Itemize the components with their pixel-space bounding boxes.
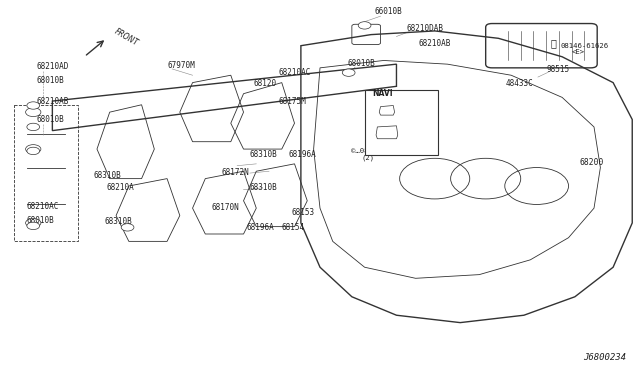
Text: 68170N: 68170N	[212, 203, 239, 212]
Circle shape	[27, 222, 40, 230]
Text: Ⓢ: Ⓢ	[550, 38, 557, 48]
Text: 08146-61626: 08146-61626	[561, 42, 609, 48]
Text: 68210DAB: 68210DAB	[406, 24, 443, 33]
Text: 68154: 68154	[282, 223, 305, 232]
Circle shape	[27, 147, 40, 155]
Text: 68172N: 68172N	[221, 168, 249, 177]
Text: 98515: 98515	[546, 64, 570, 74]
Text: 68010B: 68010B	[36, 76, 64, 85]
Text: 68154: 68154	[384, 134, 407, 143]
Text: 68010B: 68010B	[348, 59, 375, 68]
Text: 68210AC: 68210AC	[278, 68, 311, 77]
Text: 68175M: 68175M	[278, 97, 307, 106]
Text: 68310B: 68310B	[250, 150, 278, 159]
Text: FRONT: FRONT	[113, 27, 140, 48]
Circle shape	[358, 22, 371, 29]
Text: ©…08543-51610: ©…08543-51610	[351, 148, 408, 154]
FancyBboxPatch shape	[365, 90, 438, 155]
Text: 66010B: 66010B	[374, 7, 402, 16]
Text: 48433C: 48433C	[506, 78, 534, 87]
Text: 68200: 68200	[580, 158, 604, 167]
Circle shape	[121, 224, 134, 231]
Text: 67970M: 67970M	[167, 61, 195, 70]
Text: 68210AB: 68210AB	[36, 97, 69, 106]
Text: 68153: 68153	[291, 208, 314, 217]
Text: <E>: <E>	[572, 49, 585, 55]
Text: 68310B: 68310B	[94, 171, 122, 180]
Text: 68010B: 68010B	[27, 216, 54, 225]
Text: 68010B: 68010B	[36, 115, 64, 125]
Text: 68210AC: 68210AC	[27, 202, 60, 211]
Circle shape	[342, 69, 355, 76]
Text: 68153: 68153	[395, 96, 419, 105]
Text: 68120: 68120	[253, 78, 276, 87]
Text: NAVI: NAVI	[372, 89, 393, 97]
Text: 68310B: 68310B	[250, 183, 278, 192]
Text: 68196A: 68196A	[288, 150, 316, 159]
Text: 68196A: 68196A	[246, 223, 275, 232]
Text: 68210A: 68210A	[106, 183, 134, 192]
Text: 68210AD: 68210AD	[36, 62, 69, 71]
Text: (2): (2)	[362, 154, 374, 161]
Text: 68210AB: 68210AB	[419, 39, 451, 48]
Text: 68310B: 68310B	[104, 217, 132, 226]
Text: J6800234: J6800234	[583, 353, 626, 362]
Circle shape	[27, 123, 40, 131]
Circle shape	[27, 102, 40, 109]
